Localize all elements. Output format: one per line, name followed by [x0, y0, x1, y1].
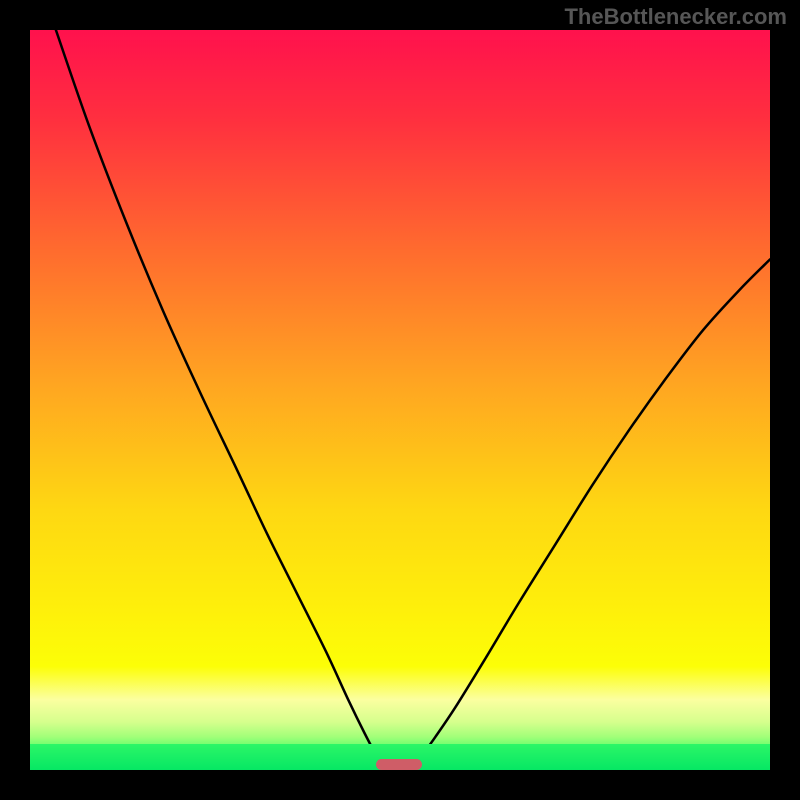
chart-frame: TheBottlenecker.com	[0, 0, 800, 800]
optimal-marker	[376, 759, 422, 770]
plot-area	[30, 30, 770, 770]
curves-overlay	[30, 30, 770, 770]
watermark-label: TheBottlenecker.com	[564, 4, 787, 30]
left-curve	[56, 30, 384, 765]
right-curve	[415, 259, 770, 764]
